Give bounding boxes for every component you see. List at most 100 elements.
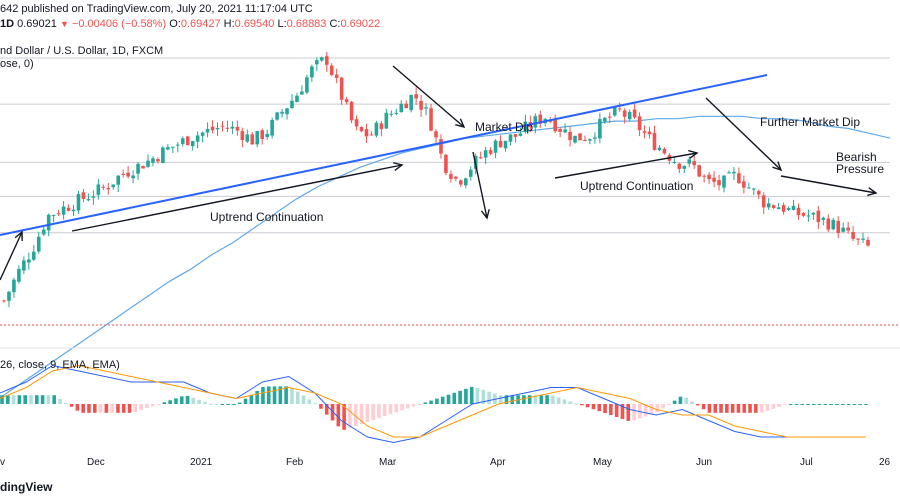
candle-body-150 [747, 187, 751, 189]
candle-body-105 [523, 121, 528, 133]
candle-body-24 [121, 173, 125, 175]
candle-body-37 [185, 136, 190, 146]
candle-body-72 [359, 126, 364, 132]
candle-body-173 [861, 238, 865, 240]
candle-body-124 [617, 108, 622, 110]
macd-hist-131 [759, 404, 764, 413]
candle-body-39 [195, 135, 200, 142]
macd-hist-0 [0, 395, 4, 404]
candle-body-29 [146, 160, 150, 167]
candle-body-151 [751, 188, 756, 190]
x-label-2021: 2021 [190, 457, 213, 468]
candle-body-0 [2, 300, 6, 302]
candle-body-84 [419, 100, 423, 110]
macd-hist-61 [353, 404, 358, 426]
candle-body-34 [171, 146, 175, 148]
macd-hist-88 [510, 395, 515, 404]
candle-body-107 [533, 116, 538, 128]
candle-body-49 [245, 134, 250, 142]
candle-body-103 [513, 134, 518, 137]
x-label-jun: Jun [696, 457, 712, 468]
publisher-line: 642 published on TradingView.com, July 2… [0, 3, 313, 15]
candle-body-35 [175, 144, 180, 146]
macd-hist-20 [116, 404, 120, 413]
macd-hist-99 [574, 403, 578, 405]
macd-hist-120 [696, 404, 700, 406]
macd-hist-132 [765, 404, 770, 411]
macd-hist-28 [162, 402, 167, 404]
candle-body-14 [71, 209, 76, 212]
candle-body-71 [354, 119, 359, 127]
candle-body-153 [761, 195, 766, 208]
arrow-line-5 [705, 97, 782, 171]
macd-hist-139 [806, 404, 810, 405]
arrow-line-1 [71, 164, 403, 232]
candle-body-80 [399, 103, 404, 113]
candle-body-20 [101, 186, 106, 188]
candle-body-83 [414, 94, 418, 99]
macd-hist-101 [585, 404, 590, 408]
macd-hist-44 [255, 390, 259, 404]
candle-body-10 [51, 215, 56, 217]
macd-hist-34 [197, 399, 201, 404]
candle-body-5 [27, 259, 31, 263]
close-label: C: [329, 18, 341, 30]
candle-body-15 [76, 193, 81, 211]
macd-hist-55 [319, 404, 323, 409]
macd-hist-138 [800, 404, 805, 405]
macd-hist-76 [440, 396, 445, 404]
macd-hist-91 [527, 395, 532, 404]
candle-body-87 [434, 131, 438, 138]
candle-body-154 [766, 203, 771, 208]
macd-hist-146 [846, 404, 851, 405]
macd-hist-123 [713, 404, 718, 413]
macd-hist-102 [591, 404, 596, 410]
candle-body-141 [702, 175, 706, 177]
macd-hist-25 [145, 404, 149, 409]
macd-hist-129 [748, 404, 752, 413]
macd-hist-45 [261, 386, 265, 404]
candle-body-73 [364, 129, 369, 137]
macd-hist-107 [620, 404, 625, 419]
candle-body-59 [295, 95, 299, 103]
candle-body-45 [225, 127, 230, 129]
macd-hist-59 [342, 404, 346, 430]
candle-body-137 [682, 165, 687, 169]
macd-legend-line: 26, close, 9, EMA, EMA) [0, 359, 120, 371]
candle-body-130 [647, 131, 652, 135]
candle-body-74 [369, 134, 374, 136]
candle-body-66 [329, 65, 334, 76]
candle-body-19 [96, 184, 101, 195]
candle-body-140 [697, 165, 701, 177]
macd-hist-2 [11, 395, 16, 404]
macd-hist-140 [812, 404, 816, 405]
candle-body-133 [662, 148, 667, 154]
candle-body-158 [786, 207, 791, 210]
candle-body-11 [56, 213, 61, 215]
macd-hist-50 [290, 387, 294, 404]
candle-body-69 [344, 99, 349, 103]
macd-hist-75 [435, 398, 439, 404]
candle-body-163 [811, 212, 816, 215]
candle-body-6 [31, 251, 36, 260]
macd-hist-82 [475, 387, 480, 404]
macd-hist-32 [185, 395, 190, 404]
annotation-bearish: Bearish [836, 150, 877, 164]
candle-body-63 [315, 60, 319, 65]
candle-body-86 [429, 108, 433, 131]
candle-body-79 [394, 112, 399, 114]
candle-body-101 [503, 140, 508, 149]
candle-body-26 [131, 175, 135, 179]
macd-hist-67 [388, 404, 393, 415]
macd-hist-96 [556, 397, 561, 404]
candle-body-54 [270, 119, 274, 136]
open-label: O: [169, 18, 181, 30]
arrow-head-6 [867, 187, 878, 197]
macd-hist-16 [92, 404, 97, 413]
macd-hist-74 [429, 400, 433, 404]
macd-hist-117 [678, 396, 683, 404]
down-arrow-icon: ▼ [59, 19, 69, 29]
macd-hist-23 [133, 404, 138, 412]
candle-body-85 [424, 107, 428, 109]
candle-body-28 [141, 166, 145, 169]
